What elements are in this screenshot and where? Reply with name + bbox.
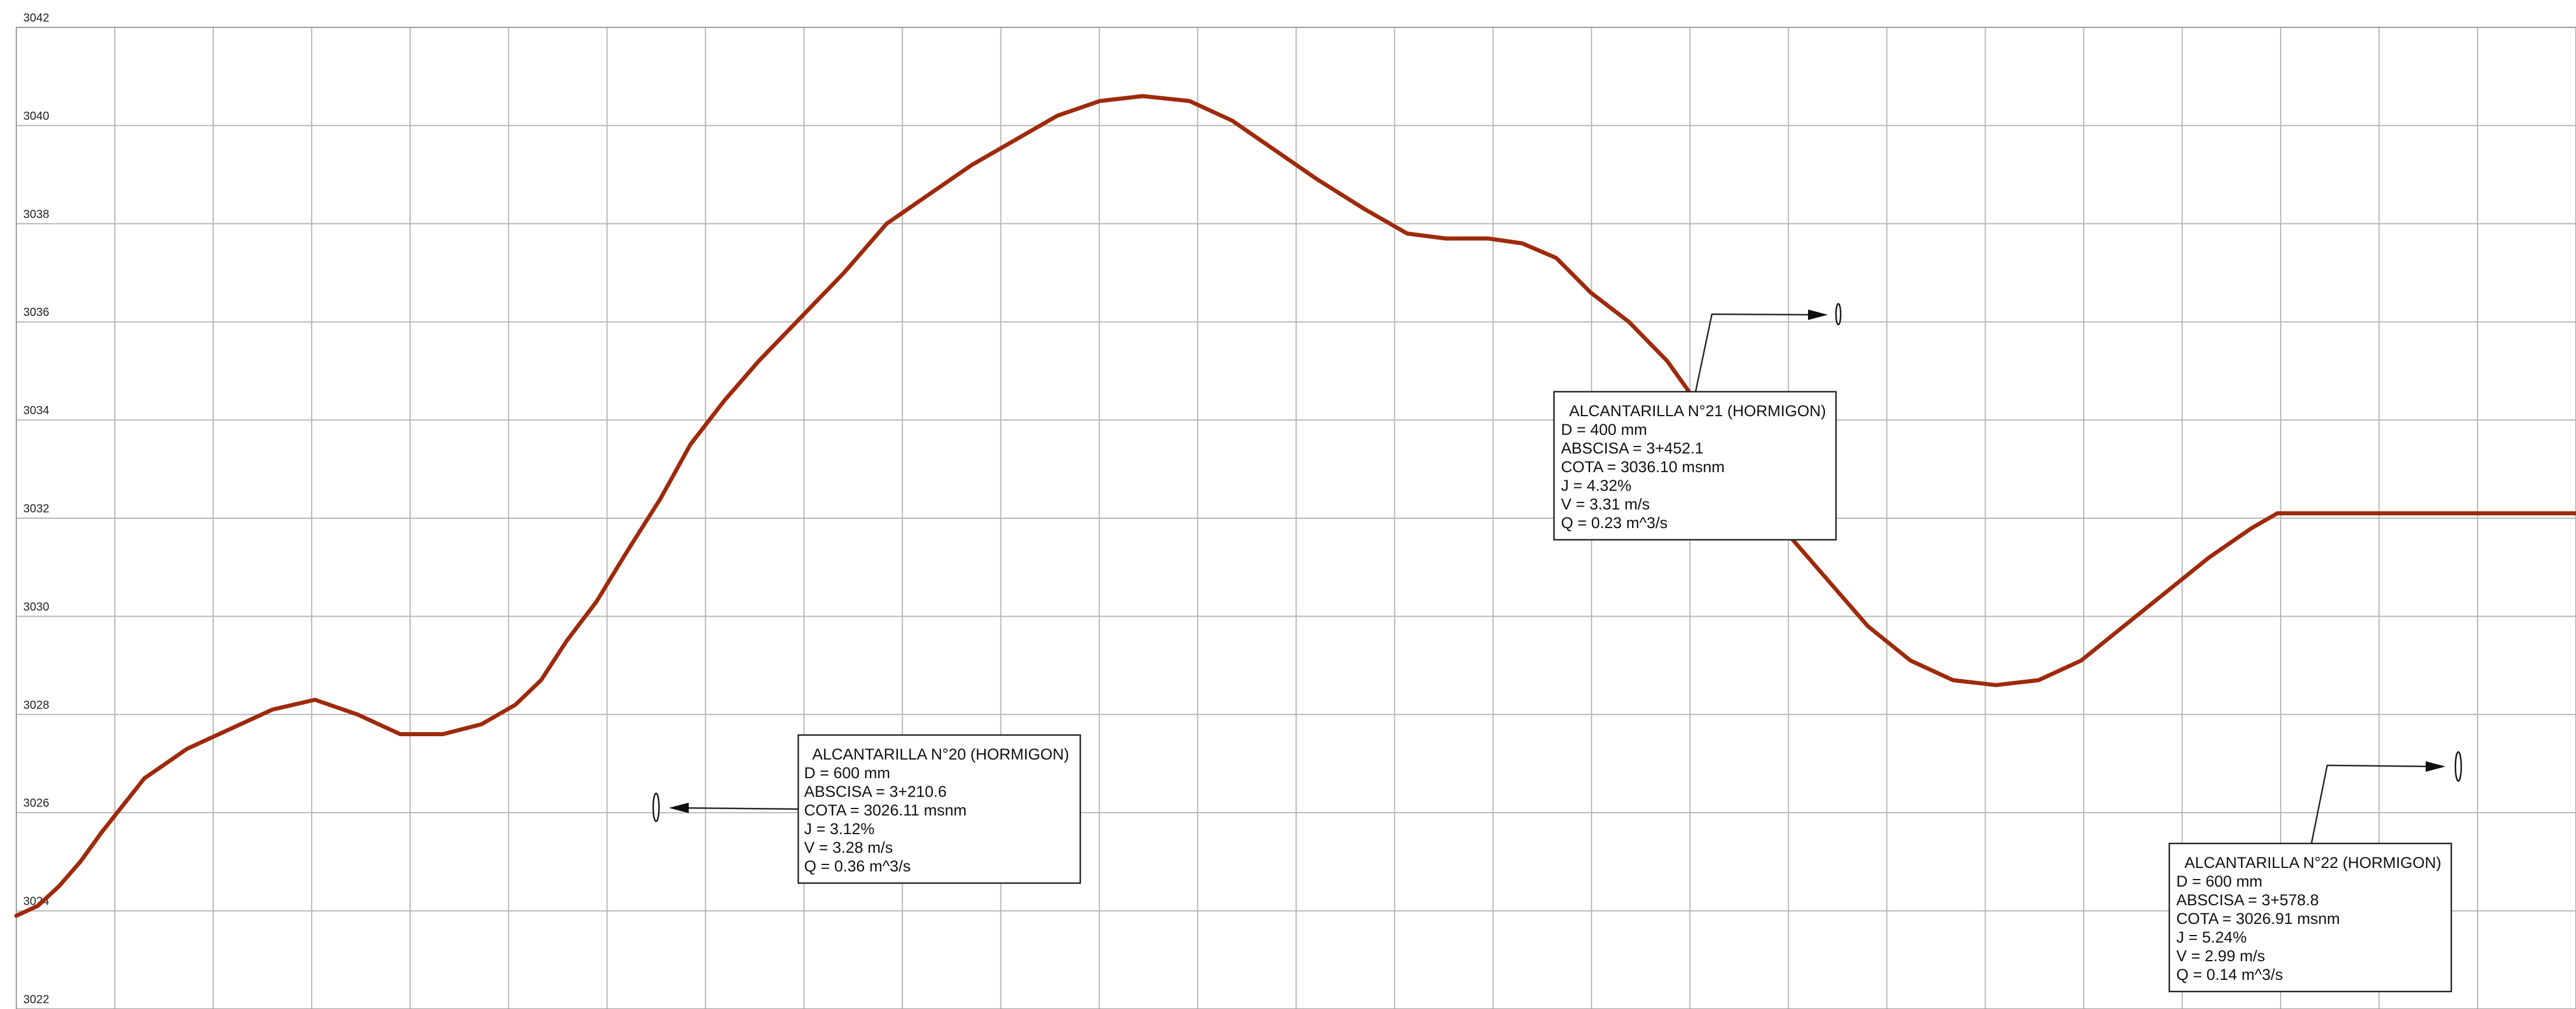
culvert-22-elevation: COTA = 3026.91 msnm [2176,910,2340,927]
y-tick-label: 3028 [23,699,50,712]
culvert-21-title: ALCANTARILLA N°21 (HORMIGON) [1569,402,1826,420]
culvert-21-leader-line [1694,313,1813,392]
plot-frame [16,27,2576,1009]
y-tick-label: 3024 [23,895,50,908]
culvert-21-arrow-icon [1808,310,1828,320]
culvert-21-flow: Q = 0.23 m^3/s [1561,514,1668,532]
y-tick-label: 3030 [23,600,50,613]
culvert-21-info-box [1553,391,1837,541]
culvert-21-callout: ALCANTARILLA N°21 (HORMIGON) D = 400 mm … [1553,303,1842,541]
y-tick-label: 3040 [23,110,50,122]
y-tick-label: 3032 [23,502,50,515]
culvert-20-elevation: COTA = 3026.11 msnm [804,801,967,819]
culvert-22-diameter: D = 600 mm [2176,873,2263,890]
y-tick-label: 3036 [23,306,50,319]
culvert-22-leader-line [2310,764,2431,844]
culvert-22-info-box [2168,842,2452,993]
culvert-22-section-icon [2454,751,2462,782]
horizontal-grid [16,27,2576,1009]
y-axis-tick-labels: 3022 3024 3026 3028 3030 3032 3034 3036 3038 3040… [23,12,50,1006]
culvert-21-velocity: V = 3.31 m/s [1561,495,1650,513]
terrain-profile-line [14,94,2576,918]
culvert-22-callout: ALCANTARILLA N°22 (HORMIGON) D = 600 mm … [2168,751,2462,993]
culvert-20-section-icon [652,792,660,822]
culvert-20-info-box [797,734,1081,884]
culvert-21-diameter: D = 400 mm [1561,421,1647,438]
culvert-21-elevation: COTA = 3036.10 msnm [1561,458,1725,476]
culvert-20-slope: J = 3.12% [804,820,875,838]
y-tick-label: 3038 [23,208,50,221]
culvert-20-diameter: D = 600 mm [804,764,890,782]
y-tick-label: 3034 [23,405,50,417]
y-tick-label: 3042 [23,12,50,24]
culvert-20-arrow-icon [669,803,689,813]
culvert-22-title: ALCANTARILLA N°22 (HORMIGON) [2184,854,2441,871]
culvert-22-flow: Q = 0.14 m^3/s [2176,966,2283,983]
culvert-20-velocity: V = 3.28 m/s [804,839,893,856]
culvert-20-flow: Q = 0.36 m^3/s [804,857,911,875]
culvert-22-slope: J = 5.24% [2176,929,2247,946]
culvert-20-callout: ALCANTARILLA N°20 (HORMIGON) D = 600 mm … [652,734,1081,884]
culvert-22-velocity: V = 2.99 m/s [2176,947,2265,965]
culvert-20-abscissa: ABSCISA = 3+210.6 [804,783,947,800]
culvert-21-slope: J = 4.32% [1561,477,1631,494]
culvert-22-abscissa: ABSCISA = 3+578.8 [2176,891,2319,909]
culvert-20-title: ALCANTARILLA N°20 (HORMIGON) [812,746,1069,763]
y-tick-label: 3026 [23,797,50,810]
culvert-21-section-icon [1835,303,1842,326]
culvert-22-arrow-icon [2426,761,2445,772]
culvert-20-leader-line [680,807,799,810]
y-tick-label: 3022 [23,993,50,1006]
culvert-21-abscissa: ABSCISA = 3+452.1 [1561,440,1704,457]
